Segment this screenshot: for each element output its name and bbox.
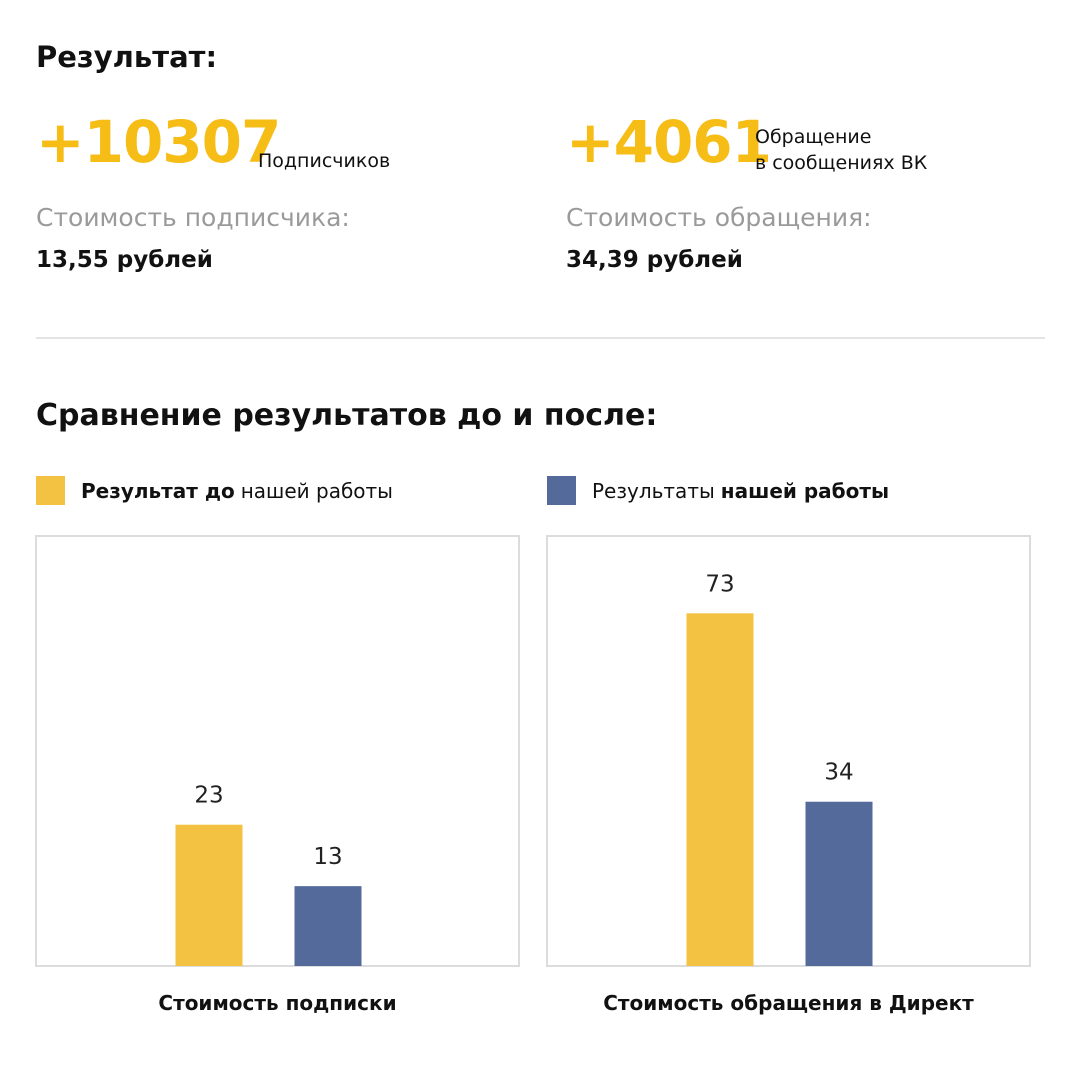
legend-item: Результаты нашей работы bbox=[547, 476, 889, 505]
title: Результат: bbox=[36, 40, 218, 74]
value-label: 34 bbox=[824, 760, 853, 786]
stat-value: +10307 bbox=[36, 108, 281, 176]
stat-caption: Подписчиков bbox=[258, 150, 391, 172]
cost-label: Стоимость подписчика: bbox=[36, 203, 350, 232]
x-label: Стоимость подписки bbox=[158, 991, 396, 1015]
stat-value: +4061 bbox=[566, 108, 772, 176]
x-label: Стоимость обращения в Директ bbox=[603, 991, 974, 1015]
stat-caption: в сообщениях ВК bbox=[755, 152, 928, 174]
legend-text: нашей работы bbox=[240, 478, 393, 503]
stat-caption: Обращение bbox=[755, 126, 872, 148]
comparison-title: Сравнение результатов до и после: bbox=[36, 398, 658, 433]
cost-label: Стоимость обращения: bbox=[566, 203, 872, 232]
cost-value: 13,55 рублей bbox=[36, 247, 213, 273]
legend-text: нашей работы bbox=[720, 478, 890, 503]
legend-text: Результат до bbox=[81, 478, 235, 503]
legend-item: Результат до нашей работы bbox=[36, 476, 393, 505]
bar bbox=[805, 801, 873, 966]
value-label: 13 bbox=[313, 844, 342, 870]
plot-frame bbox=[35, 535, 520, 967]
value-label: 73 bbox=[705, 571, 734, 597]
legend-swatch bbox=[547, 476, 576, 505]
bar bbox=[686, 613, 754, 966]
legend-swatch bbox=[36, 476, 65, 505]
plot-frame bbox=[546, 535, 1031, 967]
bar bbox=[294, 886, 362, 966]
bar bbox=[175, 824, 243, 966]
cost-value: 34,39 рублей bbox=[566, 247, 743, 273]
divider bbox=[36, 337, 1045, 339]
value-label: 23 bbox=[194, 783, 223, 809]
legend-text: Результаты bbox=[592, 478, 715, 503]
